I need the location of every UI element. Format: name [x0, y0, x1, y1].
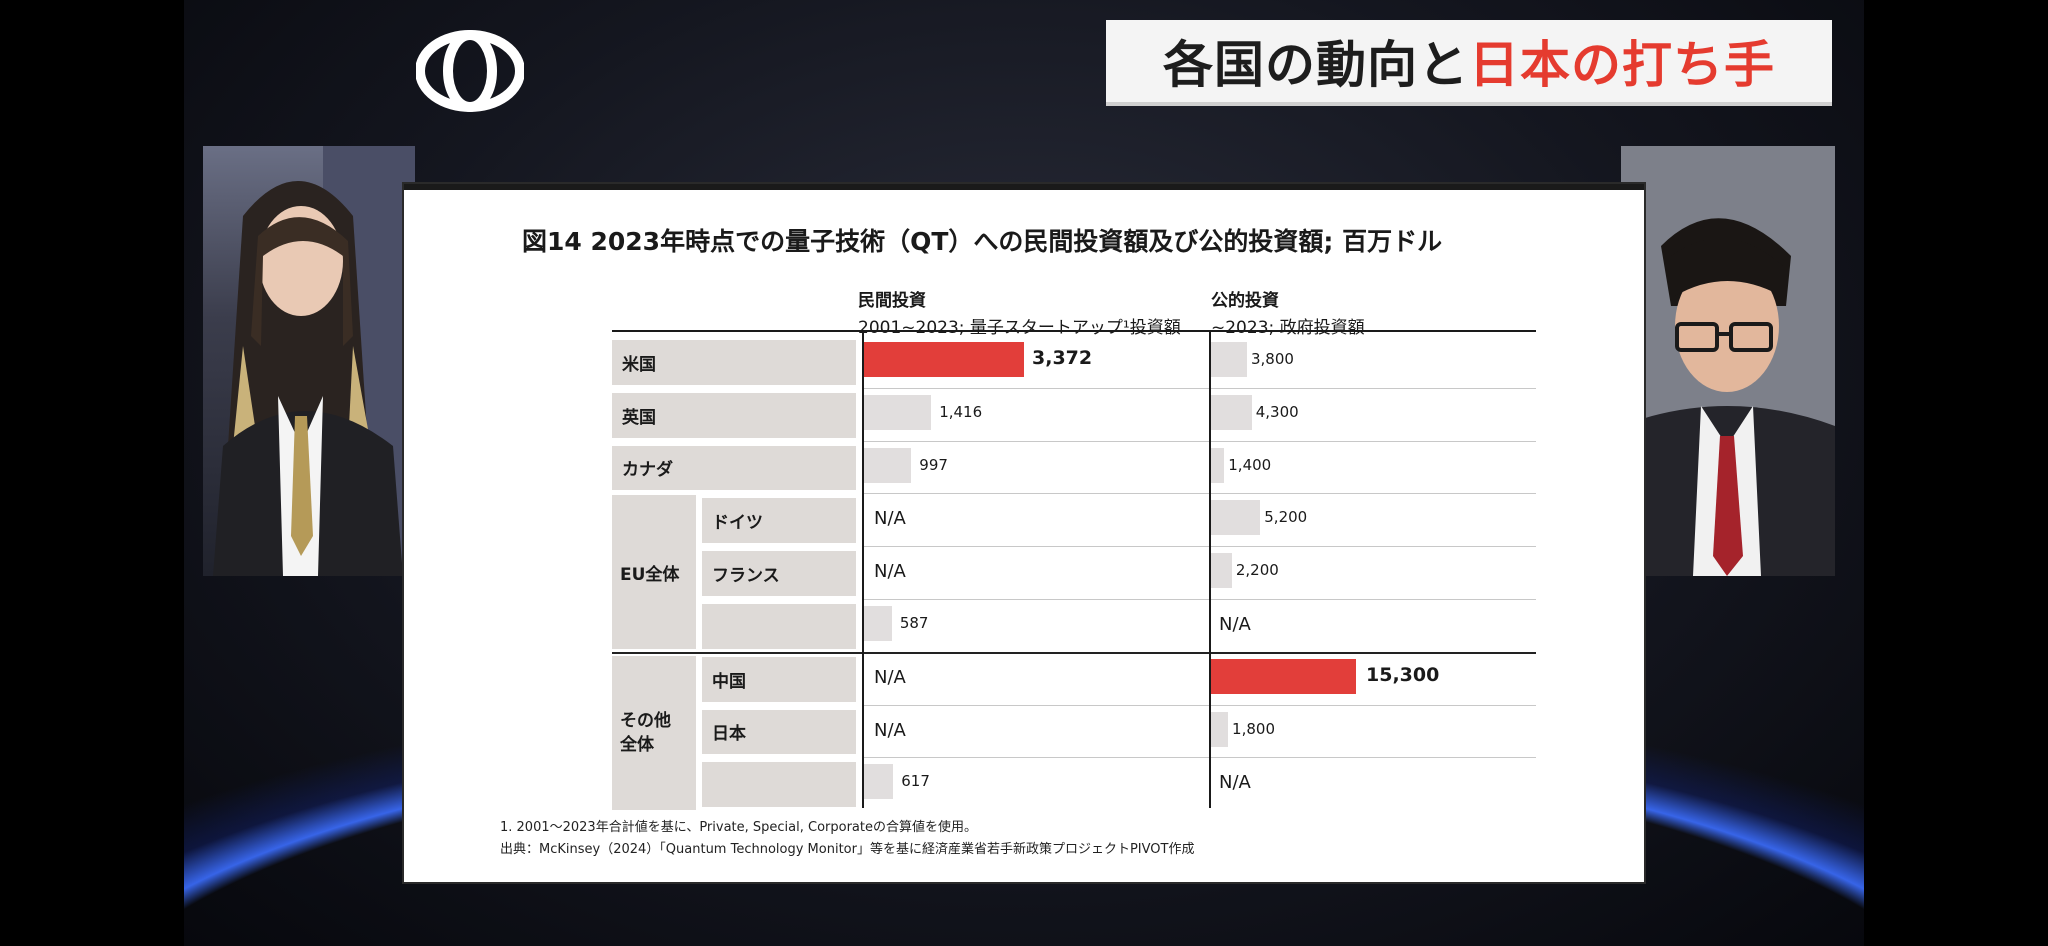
private-bar — [864, 342, 1024, 377]
private-value-label: 617 — [901, 772, 930, 791]
row-label: 米国 — [612, 340, 856, 385]
headline-text-red: 日本の打ち手 — [1469, 36, 1775, 94]
row-separator — [864, 387, 1536, 389]
public-bar — [1211, 394, 1252, 430]
private-bar — [864, 606, 892, 641]
headline-text-dark: 各国の動向と — [1163, 36, 1469, 94]
private-na-label: N/A — [874, 561, 906, 583]
private-axis-line — [862, 332, 864, 808]
row-separator — [864, 440, 1536, 442]
public-bar — [1211, 553, 1232, 589]
private-value-label: 997 — [919, 455, 948, 474]
public-value-label: 4,300 — [1255, 402, 1299, 421]
row-separator — [612, 651, 1536, 654]
row-separator — [864, 704, 1536, 706]
source-note: 出典：McKinsey（2024）「Quantum Technology Mon… — [500, 842, 1195, 857]
private-bar — [864, 394, 932, 430]
public-value-label: 1,400 — [1228, 455, 1272, 474]
public-subheading: ~2023; 政府投資額 — [1211, 318, 1365, 338]
row-separator — [864, 757, 1536, 759]
group-label-other: その他 全体 — [612, 656, 696, 810]
headline-banner: 各国の動向と 日本の打ち手 — [1106, 20, 1832, 102]
header-rule — [612, 330, 1536, 332]
private-na-label: N/A — [874, 508, 906, 530]
private-heading: 民間投資 — [858, 291, 926, 311]
row-label: 日本 — [702, 709, 856, 755]
private-subheading: 2001~2023; 量子スタートアップ¹投資額 — [858, 318, 1181, 338]
public-value-label: 5,200 — [1264, 508, 1308, 527]
row-separator — [864, 546, 1536, 548]
public-column-header: 公的投資 ~2023; 政府投資額 — [1211, 286, 1365, 338]
group-label-eu: EU全体 — [612, 495, 696, 649]
double-ring-logo-icon — [416, 30, 524, 112]
row-label: 中国 — [702, 656, 856, 702]
row-label-empty — [702, 762, 856, 808]
public-value-label: 15,300 — [1366, 663, 1440, 686]
public-value-label: 1,800 — [1232, 719, 1275, 738]
row-separator — [864, 599, 1536, 600]
public-axis-line — [1209, 332, 1211, 808]
private-value-label: 1,416 — [939, 402, 983, 421]
camera-feed-left — [203, 146, 415, 576]
row-label: カナダ — [612, 445, 856, 491]
private-na-label: N/A — [874, 719, 906, 741]
public-bar — [1211, 447, 1225, 483]
camera-feed-right — [1621, 146, 1835, 576]
public-na-label: N/A — [1219, 772, 1251, 794]
public-value-label: 3,800 — [1251, 350, 1294, 368]
slide-title: 図14 2023年時点での量子技術（QT）への民間投資額及び公的投資額; 百万ド… — [522, 227, 1443, 256]
speaker-right-icon — [1621, 146, 1835, 576]
public-value-label: 2,200 — [1235, 561, 1279, 580]
footnote: 1. 2001～2023年合計値を基に、Private, Special, Co… — [500, 820, 977, 835]
public-na-label: N/A — [1219, 614, 1251, 635]
public-bar — [1211, 658, 1356, 694]
public-bar — [1211, 342, 1247, 377]
chart-slide: 図14 2023年時点での量子技術（QT）への民間投資額及び公的投資額; 百万ド… — [404, 184, 1644, 882]
private-column-header: 民間投資 2001~2023; 量子スタートアップ¹投資額 — [858, 286, 1181, 338]
public-bar — [1211, 711, 1229, 747]
private-na-label: N/A — [874, 666, 906, 688]
row-label-empty — [702, 604, 856, 649]
public-heading: 公的投資 — [1211, 291, 1279, 311]
private-value-label: 587 — [899, 614, 929, 632]
row-label: フランス — [702, 551, 856, 596]
private-bar — [864, 447, 912, 483]
private-value-label: 3,372 — [1032, 347, 1093, 369]
row-separator — [864, 493, 1536, 495]
private-bar — [864, 764, 894, 800]
public-bar — [1211, 500, 1261, 536]
row-label: ドイツ — [702, 498, 856, 544]
row-label: 英国 — [612, 392, 856, 438]
speaker-left-icon — [213, 146, 415, 576]
